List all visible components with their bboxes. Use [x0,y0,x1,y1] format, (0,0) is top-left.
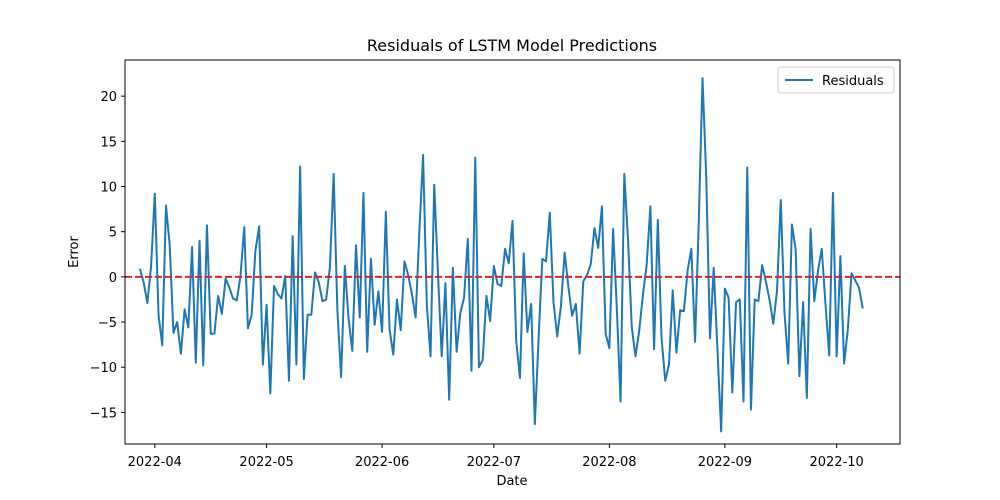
y-tick-label: 10 [100,180,117,195]
y-tick-label: −10 [90,361,117,376]
y-axis: −15 −10 −5 0 5 10 15 20 [90,90,125,421]
plot-area [125,77,900,433]
residuals-line [138,77,864,433]
x-axis-title: Date [496,474,527,489]
y-tick-label: −15 [90,406,117,421]
x-tick-label: 2022-04 [128,455,182,470]
chart-title: Residuals of LSTM Model Predictions [367,36,657,55]
x-tick-label: 2022-06 [355,455,409,470]
x-tick-label: 2022-05 [239,455,293,470]
legend-box [777,66,895,94]
y-tick-label: −5 [98,316,117,331]
x-tick-label: 2022-10 [809,455,863,470]
y-tick-label: 0 [109,271,117,286]
y-tick-label: 15 [100,135,117,150]
y-tick-label: 20 [100,90,117,105]
legend-label-residuals: Residuals [822,74,884,89]
legend: Residuals [777,66,895,94]
x-axis: 2022-04 2022-05 2022-06 2022-07 2022-08 2022-… [128,444,864,470]
y-tick-label: 5 [109,226,117,241]
y-axis-title: Error [67,236,82,268]
x-tick-label: 2022-08 [582,455,636,470]
x-tick-label: 2022-07 [467,455,521,470]
plot-frame [124,59,901,445]
x-tick-label: 2022-09 [698,455,752,470]
